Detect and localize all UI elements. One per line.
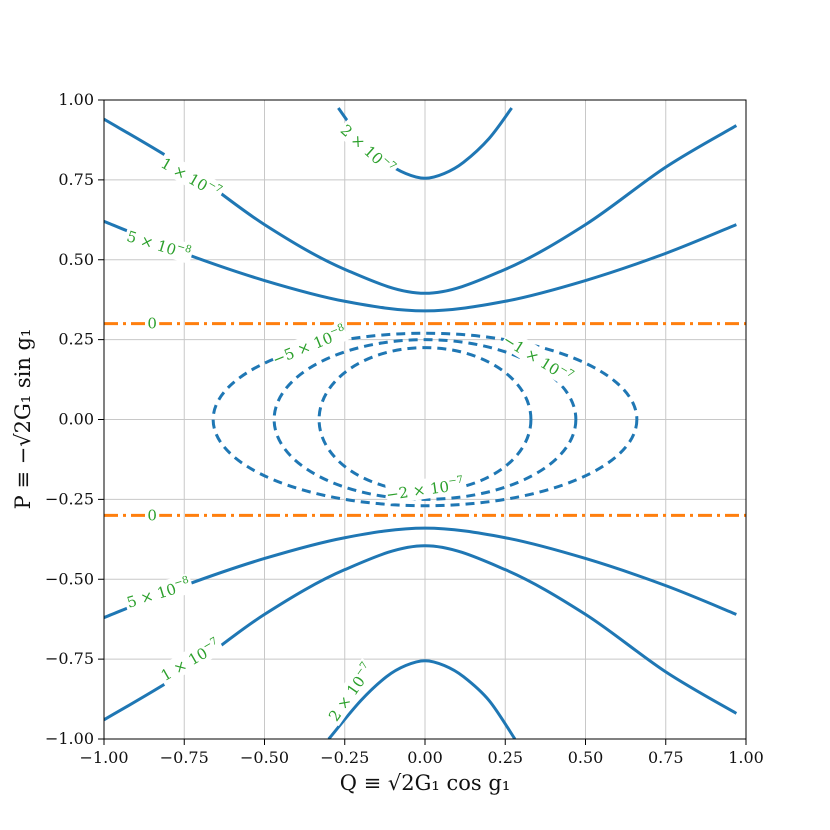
- contour-lines: [104, 107, 746, 739]
- y-tick-label: −1.00: [45, 729, 94, 748]
- contour-label-bg: [335, 118, 401, 180]
- y-tick-label: −0.50: [45, 569, 94, 588]
- y-tick-label: 0.25: [58, 330, 94, 349]
- x-tick-label: −0.25: [320, 748, 369, 767]
- contour-line-level-1e-7: [272, 338, 578, 501]
- x-tick-label: 0.75: [648, 748, 684, 767]
- y-tick-label: 0.75: [58, 170, 94, 189]
- contour-label-text: 0: [147, 315, 157, 333]
- contour-labels: 2 × 10−71 × 10−75 × 10−80−5 × 10−8−1 × 1…: [122, 118, 576, 727]
- contour-line-level-5e-8-lower: [104, 526, 737, 619]
- y-tick-label: 1.00: [58, 90, 94, 109]
- contour-label-bg: [156, 151, 227, 204]
- contour-label-bg: [122, 224, 195, 265]
- contour-line-level-5e-8: [211, 331, 639, 508]
- axis-ticks: −1.00 −0.75 −0.50 −0.25 0.00 0.25 0.50 0.75 1.00…: [45, 90, 764, 767]
- x-tick-label: 0.00: [407, 748, 443, 767]
- contour-line-level-2e-7-lower: [327, 659, 517, 739]
- contour-label: −5 × 10−8: [269, 321, 349, 369]
- contour-label: 1 × 10−7: [156, 151, 227, 204]
- y-tick-label: −0.75: [45, 649, 94, 668]
- x-tick-label: −0.50: [240, 748, 289, 767]
- x-tick-label: −0.75: [160, 748, 209, 767]
- y-axis-label: P ≡ −√2G₁ sin g₁: [11, 329, 35, 510]
- x-tick-label: 0.25: [487, 748, 523, 767]
- y-tick-label: 0.00: [58, 410, 94, 429]
- contour-line-level-5e-8-upper: [104, 220, 737, 313]
- contour-label-text: 1 × 10−7: [157, 636, 223, 685]
- contour-line-level-1e-7-lower: [104, 544, 738, 722]
- contour-label-bg: [145, 312, 160, 333]
- contour-label-bg: [155, 633, 226, 686]
- contour-label-text: 0: [147, 506, 157, 524]
- contour-label: 0: [145, 504, 160, 525]
- y-tick-label: 0.50: [58, 250, 94, 269]
- contour-label-bg: [385, 473, 465, 505]
- contour-label-text: 2 × 10−7: [337, 120, 398, 178]
- contour-label-bg: [499, 328, 576, 387]
- y-tick-label: −0.25: [45, 489, 94, 508]
- x-tick-label: −1.00: [79, 748, 128, 767]
- x-tick-label: 1.00: [728, 748, 764, 767]
- contour-label-bg: [322, 658, 379, 727]
- contour-label-bg: [122, 572, 195, 613]
- contour-label-bg: [269, 321, 349, 369]
- contour-label: 1 × 10−7: [155, 633, 226, 686]
- x-tick-label: 0.50: [568, 748, 604, 767]
- x-axis-label: Q ≡ √2G₁ cos g₁: [340, 771, 511, 795]
- contour-label-bg: [145, 504, 160, 525]
- contour-label: 0: [145, 312, 160, 333]
- contour-line-level-1e-7-upper: [104, 117, 738, 295]
